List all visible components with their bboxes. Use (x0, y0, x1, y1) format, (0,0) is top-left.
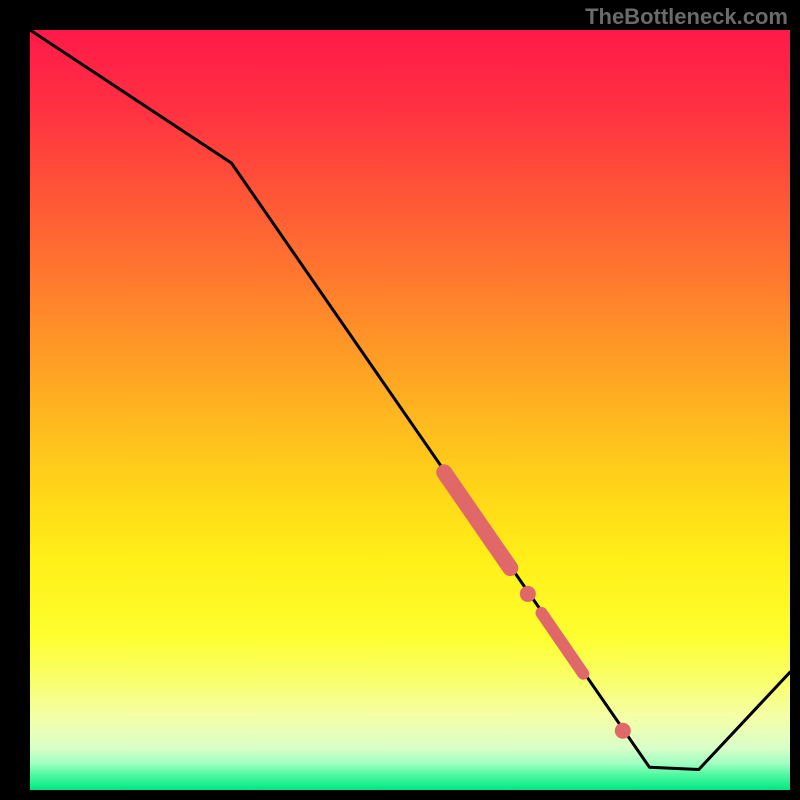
chart-overlay (30, 30, 790, 790)
highlight-dot (615, 723, 631, 739)
highlight-segment (541, 613, 583, 674)
plot-area (30, 30, 790, 790)
highlight-segment (444, 472, 510, 568)
bottleneck-curve (30, 30, 790, 769)
watermark-text: TheBottleneck.com (585, 4, 788, 30)
highlight-dot (520, 586, 536, 602)
